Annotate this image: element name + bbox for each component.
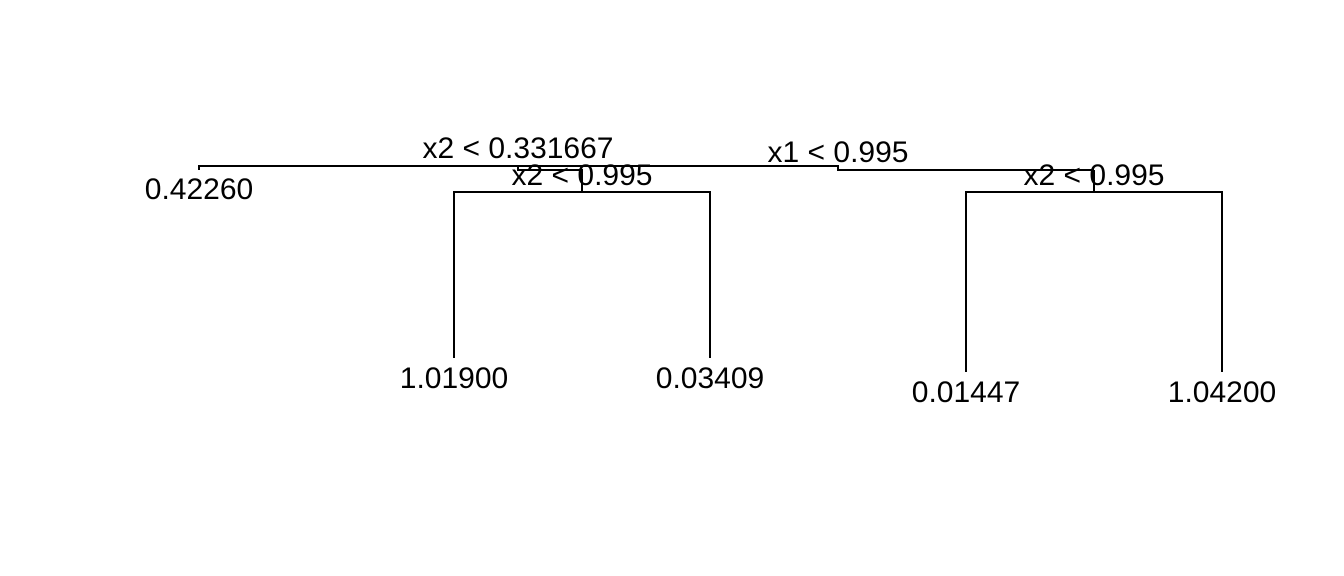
split-label-left-right: x2 < 0.995 — [512, 159, 653, 192]
leaf-label-2: 1.01900 — [400, 362, 508, 395]
leaf-label-3: 0.03409 — [656, 362, 764, 395]
right-split-branch — [965, 191, 1223, 372]
split-label-left: x2 < 0.331667 — [422, 132, 613, 165]
split-label-right: x2 < 0.995 — [1024, 159, 1165, 192]
split-label-root: x1 < 0.995 — [768, 136, 909, 169]
left-split-branch — [198, 165, 583, 192]
left-right-split-branch — [453, 191, 711, 358]
leaf-label-4: 0.01447 — [912, 376, 1020, 409]
leaf-label-1: 0.42260 — [145, 173, 253, 206]
leaf-label-5: 1.04200 — [1168, 376, 1276, 409]
